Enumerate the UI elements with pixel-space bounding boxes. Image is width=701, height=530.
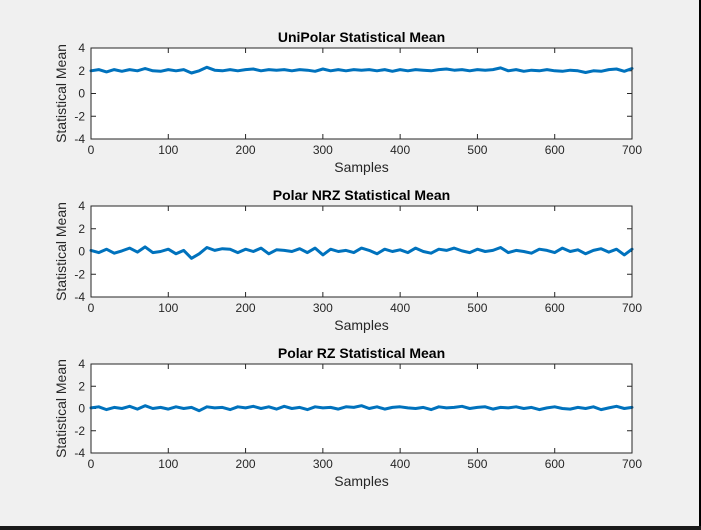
y-tick-label: 2 (78, 379, 85, 393)
y-tick-label: -2 (74, 267, 85, 281)
x-tick-label: 500 (467, 457, 487, 471)
series-line (89, 404, 634, 413)
x-tick-label: 100 (158, 301, 178, 315)
x-tick-label: 0 (88, 457, 95, 471)
x-axis-label: Samples (334, 159, 388, 175)
y-tick-label: -2 (74, 424, 85, 438)
series-line (89, 65, 634, 75)
x-tick-label: 200 (236, 457, 256, 471)
x-tick-label: 200 (236, 143, 256, 157)
x-tick-label: 700 (622, 143, 642, 157)
y-axis-label: Statistical Mean (53, 202, 69, 301)
x-tick-label: 300 (313, 301, 333, 315)
chart-title: Polar RZ Statistical Mean (278, 345, 445, 361)
x-tick-label: 0 (88, 143, 95, 157)
x-axis-label: Samples (334, 317, 388, 333)
x-axis-label: Samples (334, 473, 388, 489)
x-tick-label: 700 (622, 301, 642, 315)
x-tick-label: 300 (313, 457, 333, 471)
x-tick-label: 600 (545, 457, 565, 471)
y-tick-label: 4 (78, 41, 85, 55)
y-tick-label: 4 (78, 357, 85, 371)
x-tick-label: 400 (390, 457, 410, 471)
y-tick-label: 4 (78, 199, 85, 213)
x-tick-label: 500 (467, 143, 487, 157)
y-tick-label: -2 (74, 109, 85, 123)
x-tick-label: 500 (467, 301, 487, 315)
window-edge-right (699, 0, 701, 530)
x-tick-label: 600 (545, 301, 565, 315)
y-tick-label: -4 (74, 290, 85, 304)
x-tick-label: 200 (236, 301, 256, 315)
series-line (89, 245, 634, 260)
x-tick-label: 600 (545, 143, 565, 157)
y-axis-label: Statistical Mean (53, 44, 69, 143)
chart-title: UniPolar Statistical Mean (278, 29, 445, 45)
y-tick-label: -4 (74, 446, 85, 460)
axes-background (91, 48, 632, 139)
y-tick-label: 2 (78, 64, 85, 78)
axes-frame (90, 47, 633, 140)
x-tick-label: 400 (390, 143, 410, 157)
x-tick-label: 400 (390, 301, 410, 315)
x-tick-label: 300 (313, 143, 333, 157)
x-tick-label: 700 (622, 457, 642, 471)
y-tick-label: 2 (78, 222, 85, 236)
x-tick-label: 100 (158, 457, 178, 471)
y-tick-label: -4 (74, 132, 85, 146)
x-tick-label: 0 (88, 301, 95, 315)
axes-frame (90, 205, 633, 298)
y-tick-label: 0 (78, 402, 85, 416)
x-tick-label: 100 (158, 143, 178, 157)
y-tick-label: 0 (78, 245, 85, 259)
axes-frame (90, 363, 633, 454)
chart-title: Polar NRZ Statistical Mean (273, 187, 450, 203)
window-edge-bottom (0, 526, 701, 530)
y-tick-label: 0 (78, 87, 85, 101)
y-axis-label: Statistical Mean (53, 359, 69, 458)
